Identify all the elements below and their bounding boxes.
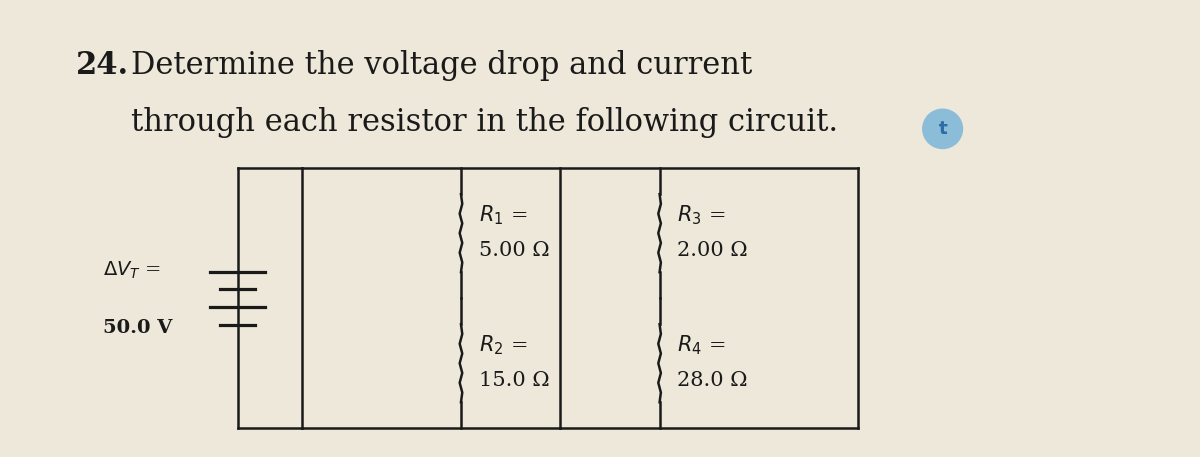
Text: $R_4$ =: $R_4$ = [678,334,726,357]
Text: 2.00 Ω: 2.00 Ω [678,241,748,260]
Text: 50.0 V: 50.0 V [103,319,173,337]
Text: $R_1$ =: $R_1$ = [479,204,527,227]
Text: through each resistor in the following circuit.: through each resistor in the following c… [131,107,839,138]
Text: Determine the voltage drop and current: Determine the voltage drop and current [131,50,752,81]
Text: $R_3$ =: $R_3$ = [678,204,726,227]
Text: $\Delta V_T$ =: $\Delta V_T$ = [103,260,162,282]
Text: $R_2$ =: $R_2$ = [479,334,527,357]
Text: 15.0 Ω: 15.0 Ω [479,372,550,390]
Text: 24.: 24. [76,50,128,81]
Text: 28.0 Ω: 28.0 Ω [678,372,748,390]
Text: t: t [938,120,947,138]
Circle shape [923,109,962,149]
Text: t: t [938,120,947,138]
Text: 5.00 Ω: 5.00 Ω [479,241,550,260]
